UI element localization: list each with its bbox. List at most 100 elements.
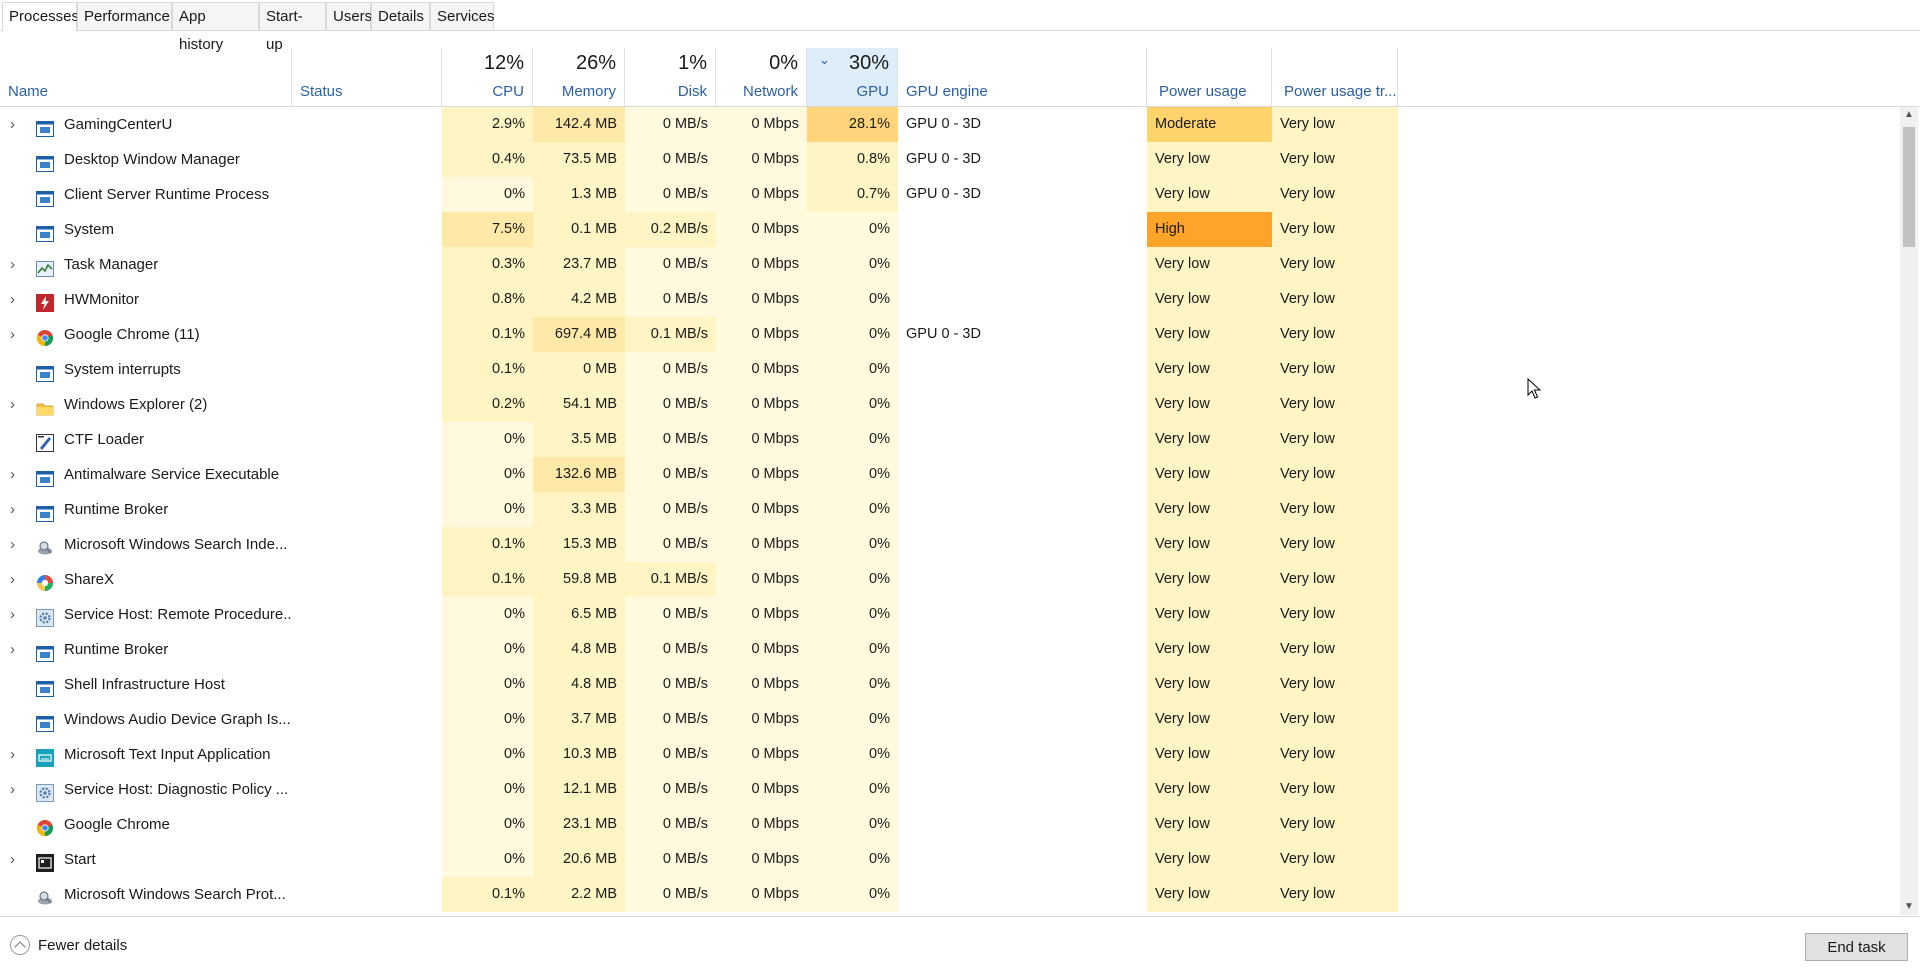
- process-name-cell[interactable]: › Google Chrome (11): [0, 317, 292, 352]
- column-disk[interactable]: 1% Disk: [625, 48, 716, 106]
- expand-chevron-icon[interactable]: ›: [10, 746, 15, 763]
- expand-chevron-icon[interactable]: ›: [10, 781, 15, 798]
- network-cell: 0 Mbps: [716, 492, 807, 527]
- process-row[interactable]: › Service Host: Diagnostic Policy ... 0% 12…: [0, 772, 1398, 807]
- column-power-usage-trend[interactable]: Power usage tr...: [1272, 48, 1398, 106]
- tab-services[interactable]: Services: [430, 2, 495, 30]
- expand-chevron-icon[interactable]: ›: [10, 606, 15, 623]
- process-name-cell[interactable]: › Task Manager: [0, 247, 292, 282]
- power-usage-cell: Very low: [1147, 352, 1272, 387]
- process-name-cell[interactable]: Microsoft Windows Search Prot...: [0, 877, 292, 912]
- process-row[interactable]: › Google Chrome (11) 0.1% 697.4 MB 0.1 MB/s 0…: [0, 317, 1398, 352]
- process-row[interactable]: › Antimalware Service Executable 0% 132.6 M…: [0, 457, 1398, 492]
- process-name-cell[interactable]: System interrupts: [0, 352, 292, 387]
- process-row[interactable]: Google Chrome 0% 23.1 MB 0 MB/s 0 Mbps 0% Very…: [0, 807, 1398, 842]
- process-row[interactable]: › Windows Explorer (2) 0.2% 54.1 MB 0 MB/s 0 …: [0, 387, 1398, 422]
- expand-chevron-icon[interactable]: ›: [10, 466, 15, 483]
- process-row[interactable]: Windows Audio Device Graph Is... 0% 3.7 MB…: [0, 702, 1398, 737]
- power-usage-cell: Very low: [1147, 387, 1272, 422]
- process-name-cell[interactable]: Client Server Runtime Process: [0, 177, 292, 212]
- task-manager-icon: [36, 256, 54, 277]
- network-cell: 0 Mbps: [716, 772, 807, 807]
- column-status[interactable]: Status: [292, 48, 442, 106]
- process-name-cell[interactable]: Desktop Window Manager: [0, 142, 292, 177]
- tab-details[interactable]: Details: [371, 2, 430, 30]
- column-cpu[interactable]: 12% CPU: [442, 48, 533, 106]
- tab-processes[interactable]: Processes: [2, 2, 79, 32]
- process-row[interactable]: › Runtime Broker 0% 3.3 MB 0 MB/s 0 Mbps 0% Ver…: [0, 492, 1398, 527]
- column-memory[interactable]: 26% Memory: [533, 48, 625, 106]
- process-name-cell[interactable]: System: [0, 212, 292, 247]
- process-name-cell[interactable]: › Service Host: Remote Procedure...: [0, 597, 292, 632]
- tab-start-up[interactable]: Start-up: [259, 2, 326, 53]
- scroll-down-icon[interactable]: ▼: [1904, 901, 1914, 912]
- process-row[interactable]: › Microsoft Text Input Application 0% 10.3 …: [0, 737, 1398, 772]
- process-row[interactable]: Shell Infrastructure Host 0% 4.8 MB 0 MB/s 0…: [0, 667, 1398, 702]
- process-row[interactable]: › GamingCenterU 2.9% 142.4 MB 0 MB/s 0 Mbps 28…: [0, 107, 1398, 142]
- process-name-cell[interactable]: Google Chrome: [0, 807, 292, 842]
- expand-chevron-icon[interactable]: ›: [10, 571, 15, 588]
- process-name-cell[interactable]: › Antimalware Service Executable: [0, 457, 292, 492]
- end-task-button[interactable]: End task: [1805, 933, 1908, 961]
- expand-chevron-icon[interactable]: ›: [10, 116, 15, 133]
- process-name-cell[interactable]: › Runtime Broker: [0, 632, 292, 667]
- power-usage-trend-cell: Very low: [1272, 842, 1398, 877]
- disk-cell: 0 MB/s: [625, 702, 716, 737]
- process-row[interactable]: System 7.5% 0.1 MB 0.2 MB/s 0 Mbps 0% High Very…: [0, 212, 1398, 247]
- disk-cell: 0 MB/s: [625, 352, 716, 387]
- tab-app-history[interactable]: App history: [172, 2, 259, 53]
- process-row[interactable]: › Start 0% 20.6 MB 0 MB/s 0 Mbps 0% Very low Ver…: [0, 842, 1398, 877]
- expand-chevron-icon[interactable]: ›: [10, 536, 15, 553]
- power-usage-cell: Very low: [1147, 562, 1272, 597]
- process-name-cell[interactable]: › Service Host: Diagnostic Policy ...: [0, 772, 292, 807]
- network-cell: 0 Mbps: [716, 352, 807, 387]
- disk-cell: 0 MB/s: [625, 527, 716, 562]
- process-row[interactable]: Microsoft Windows Search Prot... 0.1% 2.2 …: [0, 877, 1398, 912]
- gpu-cell: 0%: [807, 737, 898, 772]
- memory-cell: 12.1 MB: [533, 772, 625, 807]
- process-row[interactable]: System interrupts 0.1% 0 MB 0 MB/s 0 Mbps 0% V…: [0, 352, 1398, 387]
- process-row[interactable]: › ShareX 0.1% 59.8 MB 0.1 MB/s 0 Mbps 0% Very l…: [0, 562, 1398, 597]
- fewer-details-button[interactable]: Fewer details: [10, 933, 127, 957]
- expand-chevron-icon[interactable]: ›: [10, 501, 15, 518]
- power-usage-trend-cell: Very low: [1272, 212, 1398, 247]
- process-name-cell[interactable]: › Start: [0, 842, 292, 877]
- column-gpu-engine[interactable]: GPU engine: [898, 48, 1147, 106]
- expand-chevron-icon[interactable]: ›: [10, 326, 15, 343]
- expand-chevron-icon[interactable]: ›: [10, 291, 15, 308]
- gpu-engine-cell: [898, 527, 1147, 562]
- expand-chevron-icon[interactable]: ›: [10, 256, 15, 273]
- column-power-usage[interactable]: Power usage: [1147, 48, 1272, 106]
- folder-icon: [36, 396, 54, 416]
- process-name-cell[interactable]: Shell Infrastructure Host: [0, 667, 292, 702]
- process-row[interactable]: › Task Manager 0.3% 23.7 MB 0 MB/s 0 Mbps 0% Ve…: [0, 247, 1398, 282]
- process-name-cell[interactable]: › GamingCenterU: [0, 107, 292, 142]
- scroll-up-icon[interactable]: ▲: [1904, 109, 1914, 120]
- process-name-cell[interactable]: › ShareX: [0, 562, 292, 597]
- process-row[interactable]: Client Server Runtime Process 0% 1.3 MB 0 M…: [0, 177, 1398, 212]
- process-row[interactable]: › HWMonitor 0.8% 4.2 MB 0 MB/s 0 Mbps 0% Very l…: [0, 282, 1398, 317]
- vertical-scrollbar[interactable]: ▲ ▼: [1900, 107, 1918, 915]
- process-row[interactable]: › Runtime Broker 0% 4.8 MB 0 MB/s 0 Mbps 0% Ver…: [0, 632, 1398, 667]
- column-gpu[interactable]: ⌄ 30% GPU: [807, 48, 898, 106]
- expand-chevron-icon[interactable]: ›: [10, 396, 15, 413]
- process-row[interactable]: › Service Host: Remote Procedure... 0% 6.5 …: [0, 597, 1398, 632]
- process-name-cell[interactable]: › Runtime Broker: [0, 492, 292, 527]
- process-name-cell[interactable]: Windows Audio Device Graph Is...: [0, 702, 292, 737]
- process-row[interactable]: Desktop Window Manager 0.4% 73.5 MB 0 MB/s 0…: [0, 142, 1398, 177]
- process-name-cell[interactable]: › HWMonitor: [0, 282, 292, 317]
- process-row[interactable]: › Microsoft Windows Search Inde... 0.1% 15.…: [0, 527, 1398, 562]
- status-cell: [292, 667, 442, 702]
- process-row[interactable]: CTF Loader 0% 3.5 MB 0 MB/s 0 Mbps 0% Very low…: [0, 422, 1398, 457]
- tab-performance[interactable]: Performance: [77, 2, 172, 30]
- process-name-cell[interactable]: CTF Loader: [0, 422, 292, 457]
- expand-chevron-icon[interactable]: ›: [10, 851, 15, 868]
- tab-users[interactable]: Users: [326, 2, 372, 30]
- column-network[interactable]: 0% Network: [716, 48, 807, 106]
- process-name-cell[interactable]: › Microsoft Text Input Application: [0, 737, 292, 772]
- column-name[interactable]: Name: [0, 48, 292, 106]
- process-name-cell[interactable]: › Windows Explorer (2): [0, 387, 292, 422]
- expand-chevron-icon[interactable]: ›: [10, 641, 15, 658]
- process-name-cell[interactable]: › Microsoft Windows Search Inde...: [0, 527, 292, 562]
- scrollbar-thumb[interactable]: [1903, 127, 1915, 247]
